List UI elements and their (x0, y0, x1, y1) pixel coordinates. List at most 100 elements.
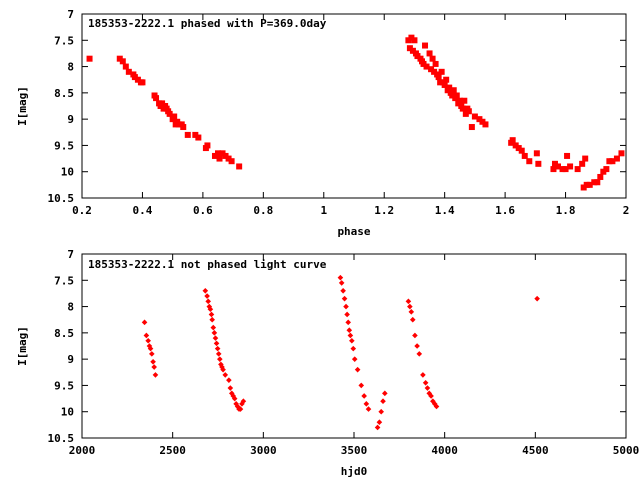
y-tick-label: 8 (67, 301, 74, 314)
data-point (363, 401, 370, 407)
unphased-light-curve-panel: 2000 2500 3000 3500 4000 4500 5000 7 7.5 8 8.5 9 9.5… (16, 248, 639, 478)
data-point (438, 68, 445, 75)
y-tick-label: 9.5 (54, 139, 74, 152)
data-point (426, 50, 433, 57)
data-point (125, 68, 132, 75)
data-point (210, 324, 217, 331)
data-point (613, 155, 620, 162)
data-point (567, 163, 574, 170)
data-point (600, 168, 607, 175)
data-point (555, 163, 561, 170)
data-point (414, 343, 420, 349)
data-point (422, 42, 429, 49)
data-point (579, 160, 586, 167)
data-point (237, 406, 244, 412)
data-point (509, 137, 516, 144)
data-point (147, 345, 154, 352)
data-point (591, 179, 598, 186)
data-point (344, 311, 350, 318)
data-point (550, 166, 557, 173)
data-point (214, 345, 221, 352)
data-point (420, 372, 426, 378)
chart-title: 185353-2222.1 not phased light curve (88, 258, 327, 271)
data-point (354, 366, 361, 373)
data-point (583, 181, 590, 188)
data-point (449, 92, 456, 99)
data-point (116, 55, 123, 62)
data-point (211, 152, 218, 159)
data-point (341, 295, 348, 302)
x-tick-label: 1.2 (374, 204, 394, 217)
y-tick-label: 9.5 (54, 379, 74, 392)
data-point (205, 298, 212, 305)
data-point (209, 316, 215, 323)
y-tick-label: 10.5 (48, 432, 75, 445)
data-point (228, 158, 235, 165)
data-point (222, 152, 229, 159)
y-tick-label: 7 (67, 248, 74, 261)
data-point (134, 76, 141, 83)
data-point (215, 351, 222, 357)
data-point (535, 160, 542, 167)
data-point (446, 84, 453, 91)
data-point (429, 55, 436, 62)
y-tick-label: 8.5 (54, 327, 74, 340)
y-tick-label: 10.5 (48, 192, 75, 205)
data-point (227, 385, 234, 391)
data-point (219, 150, 226, 157)
data-point (349, 337, 355, 344)
data-point (559, 166, 566, 173)
data-point (218, 361, 224, 368)
data-point (225, 155, 232, 162)
data-point (426, 390, 433, 397)
data-point (219, 364, 225, 370)
data-point (150, 358, 156, 365)
data-point (521, 152, 528, 159)
data-point (551, 160, 558, 167)
y-axis-label: I[mag] (16, 86, 29, 126)
data-point (437, 79, 444, 86)
data-point (461, 97, 468, 104)
data-point (526, 158, 533, 165)
x-tick-label: 0.4 (133, 204, 153, 217)
data-point (471, 113, 478, 120)
data-point (597, 173, 604, 180)
data-point (119, 58, 126, 65)
data-point (222, 372, 229, 378)
data-point (195, 134, 202, 141)
x-axis-label: phase (337, 225, 370, 238)
data-point (609, 158, 616, 165)
data-point (175, 121, 182, 128)
data-point (239, 401, 245, 407)
y-tick-label: 7 (67, 8, 74, 21)
data-point (405, 37, 412, 44)
data-point (236, 163, 243, 170)
data-point (423, 63, 430, 70)
x-tick-label: 1.6 (495, 204, 515, 217)
y-tick-label: 8.5 (54, 87, 74, 100)
x-tick-label: 2 (623, 204, 630, 217)
data-point (340, 288, 346, 294)
data-point (361, 393, 367, 399)
data-point (562, 166, 569, 173)
data-point (358, 382, 365, 389)
data-point (534, 295, 540, 302)
y-tick-label: 10 (61, 406, 74, 419)
data-point (240, 398, 247, 404)
data-point (515, 145, 522, 152)
data-point (350, 345, 357, 352)
data-point (365, 406, 372, 412)
data-point (216, 155, 223, 162)
data-point (215, 150, 221, 157)
data-point (450, 87, 457, 94)
y-axis-label: I[mag] (16, 326, 29, 366)
data-point (226, 377, 232, 383)
y-tick-label: 8 (67, 61, 74, 74)
data-point (338, 280, 345, 286)
y-tick-label: 7.5 (54, 34, 74, 47)
data-point (453, 92, 460, 99)
data-point (208, 311, 215, 318)
data-point (180, 124, 187, 131)
data-point (220, 366, 226, 373)
data-point (456, 97, 463, 104)
